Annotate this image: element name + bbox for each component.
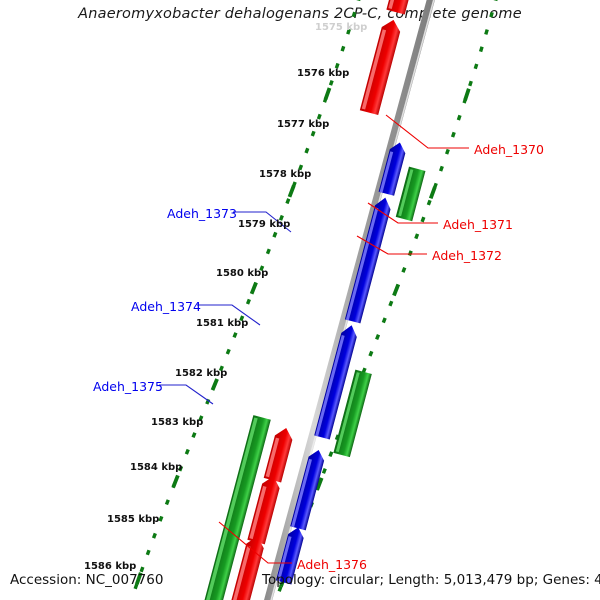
tick-label-1577: 1577 kbp [277,119,330,130]
tick-label-1575: 1575 kbp [315,22,368,33]
gene-feature-reverse-lower[interactable] [344,196,393,324]
leader-adeh-1372 [356,235,427,255]
tick-label-1580: 1580 kbp [216,268,269,279]
tick-label-1579: 1579 kbp [238,219,291,230]
leader-adeh-1374 [197,304,261,326]
gene-label-adeh_1376[interactable]: Adeh_1376 [297,557,367,572]
gene-feature-reverse-bottom[interactable] [378,140,408,196]
gene-label-adeh_1374[interactable]: Adeh_1374 [131,299,201,314]
gene-feature-adeh-1372[interactable] [189,415,271,600]
leader-adeh-1373 [233,211,292,233]
gene-label-adeh_1371[interactable]: Adeh_1371 [443,217,513,232]
tick-mark-arc-left [130,0,361,599]
label-leader-lines [159,114,469,564]
tick-label-1581: 1581 kbp [196,318,249,329]
gene-feature-adeh-1370[interactable] [214,534,267,600]
tick-mark-arc-right [274,0,498,600]
gene-feature-adeh-1371[interactable] [247,474,282,545]
tick-label-1583: 1583 kbp [151,417,204,428]
gene-feature-reverse-upper[interactable] [290,448,326,531]
tick-label-1585: 1585 kbp [107,514,160,525]
tick-label-1578: 1578 kbp [259,169,312,180]
accession-text: Accession: NC_007760 [10,572,164,588]
tick-label-1584: 1584 kbp [130,462,183,473]
leader-adeh-1370 [385,114,469,149]
gene-label-adeh_1372[interactable]: Adeh_1372 [432,248,502,263]
gene-feature-adeh-1374[interactable] [314,323,359,440]
tick-label-1576: 1576 kbp [297,68,350,79]
gene-feature-adeh-1376[interactable] [359,17,403,116]
tick-label-1582: 1582 kbp [175,368,228,379]
gene-label-adeh_1375[interactable]: Adeh_1375 [93,379,163,394]
gene-feature-adeh-1375[interactable] [395,166,426,222]
gene-label-adeh_1370[interactable]: Adeh_1370 [474,142,544,157]
gene-feature-adeh-1373[interactable] [333,369,372,458]
gene-feature-reverse-top[interactable] [275,525,306,585]
gene-feature-forward-tail-1[interactable] [386,0,413,15]
leader-adeh-1376 [218,521,292,564]
gene-feature-forward-small[interactable] [263,426,295,483]
genome-summary-text: Topology: circular; Length: 5,013,479 bp… [262,572,600,588]
gene-label-adeh_1373[interactable]: Adeh_1373 [167,206,237,221]
tick-label-1586: 1586 kbp [84,561,137,572]
leader-adeh-1375 [159,384,214,405]
page-title: Anaeromyxobacter dehalogenans 2CP-C, com… [78,6,522,22]
leader-adeh-1371 [367,202,438,224]
gene-features [189,0,426,600]
